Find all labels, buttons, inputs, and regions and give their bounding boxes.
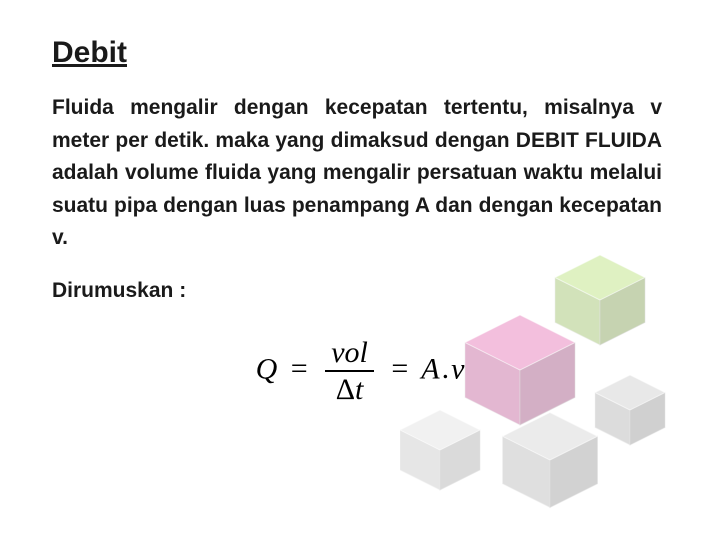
- formula-fraction: vol Δt: [321, 337, 378, 406]
- formula-rhs-dot: .: [440, 352, 452, 385]
- formula-equals-2: =: [385, 352, 414, 385]
- formula-delta: Δ: [336, 373, 355, 406]
- formula-rhs-A: A: [421, 352, 439, 385]
- formula-rhs-v: v: [451, 352, 464, 385]
- slide-title: Debit: [52, 36, 668, 70]
- formula-denominator: Δt: [325, 370, 374, 406]
- slide: Debit Fluida mengalir dengan kecepatan t…: [0, 0, 720, 540]
- formula-container: Q = vol Δt = A.v: [52, 337, 668, 406]
- formula-equals-1: =: [285, 352, 314, 385]
- formula-lhs: Q: [256, 352, 278, 385]
- formula: Q = vol Δt = A.v: [256, 337, 465, 406]
- formula-numerator: vol: [325, 337, 374, 371]
- formula-intro: Dirumuskan :: [52, 279, 668, 303]
- slide-body-paragraph: Fluida mengalir dengan kecepatan tertent…: [52, 92, 662, 255]
- formula-den-var: t: [355, 373, 363, 406]
